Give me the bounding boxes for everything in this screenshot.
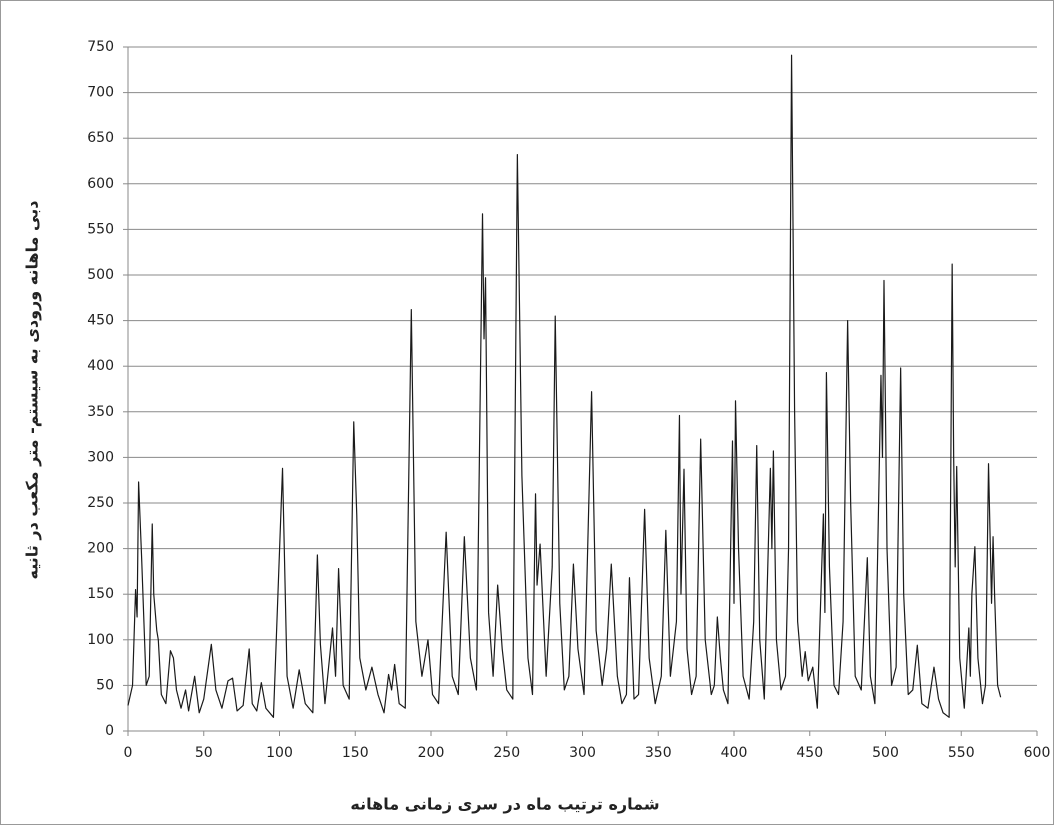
y-tick-label: 350: [87, 404, 114, 420]
x-tick-label: 300: [569, 745, 596, 761]
y-tick-label: 100: [87, 632, 114, 648]
y-tick-label: 150: [87, 586, 114, 602]
y-tick-label: 750: [87, 39, 114, 55]
x-tick-label: 550: [948, 745, 975, 761]
y-axis-label: دبی ماهانه ورودی به سیستم- متر مکعب در ث…: [23, 201, 42, 580]
x-tick-label: 50: [195, 745, 213, 761]
data-line: [127, 54, 1002, 718]
y-tick-label: 450: [87, 313, 114, 329]
x-tick-label: 100: [266, 745, 293, 761]
y-tick-label: 200: [87, 541, 114, 557]
y-tick-label: 300: [87, 449, 114, 465]
y-tick-label: 50: [96, 677, 114, 693]
x-tick-label: 350: [645, 745, 672, 761]
x-tick-label: 400: [721, 745, 748, 761]
x-tick-label: 0: [124, 745, 133, 761]
x-axis-label: شماره ترتیب ماه در سری زمانی ماهانه: [350, 795, 659, 814]
x-tick-label: 250: [493, 745, 520, 761]
x-tick-label: 500: [872, 745, 899, 761]
x-tick-label: 200: [418, 745, 445, 761]
x-tick-label: 450: [796, 745, 823, 761]
y-tick-label: 550: [87, 221, 114, 237]
y-tick-label: 600: [87, 176, 114, 192]
y-tick-label: 500: [87, 267, 114, 283]
y-tick-label: 650: [87, 130, 114, 146]
y-tick-label: 700: [87, 85, 114, 101]
y-tick-label: 0: [105, 723, 114, 739]
x-tick-label: 600: [1024, 745, 1051, 761]
y-tick-label: 400: [87, 358, 114, 374]
y-tick-label: 250: [87, 495, 114, 511]
x-tick-label: 150: [342, 745, 369, 761]
